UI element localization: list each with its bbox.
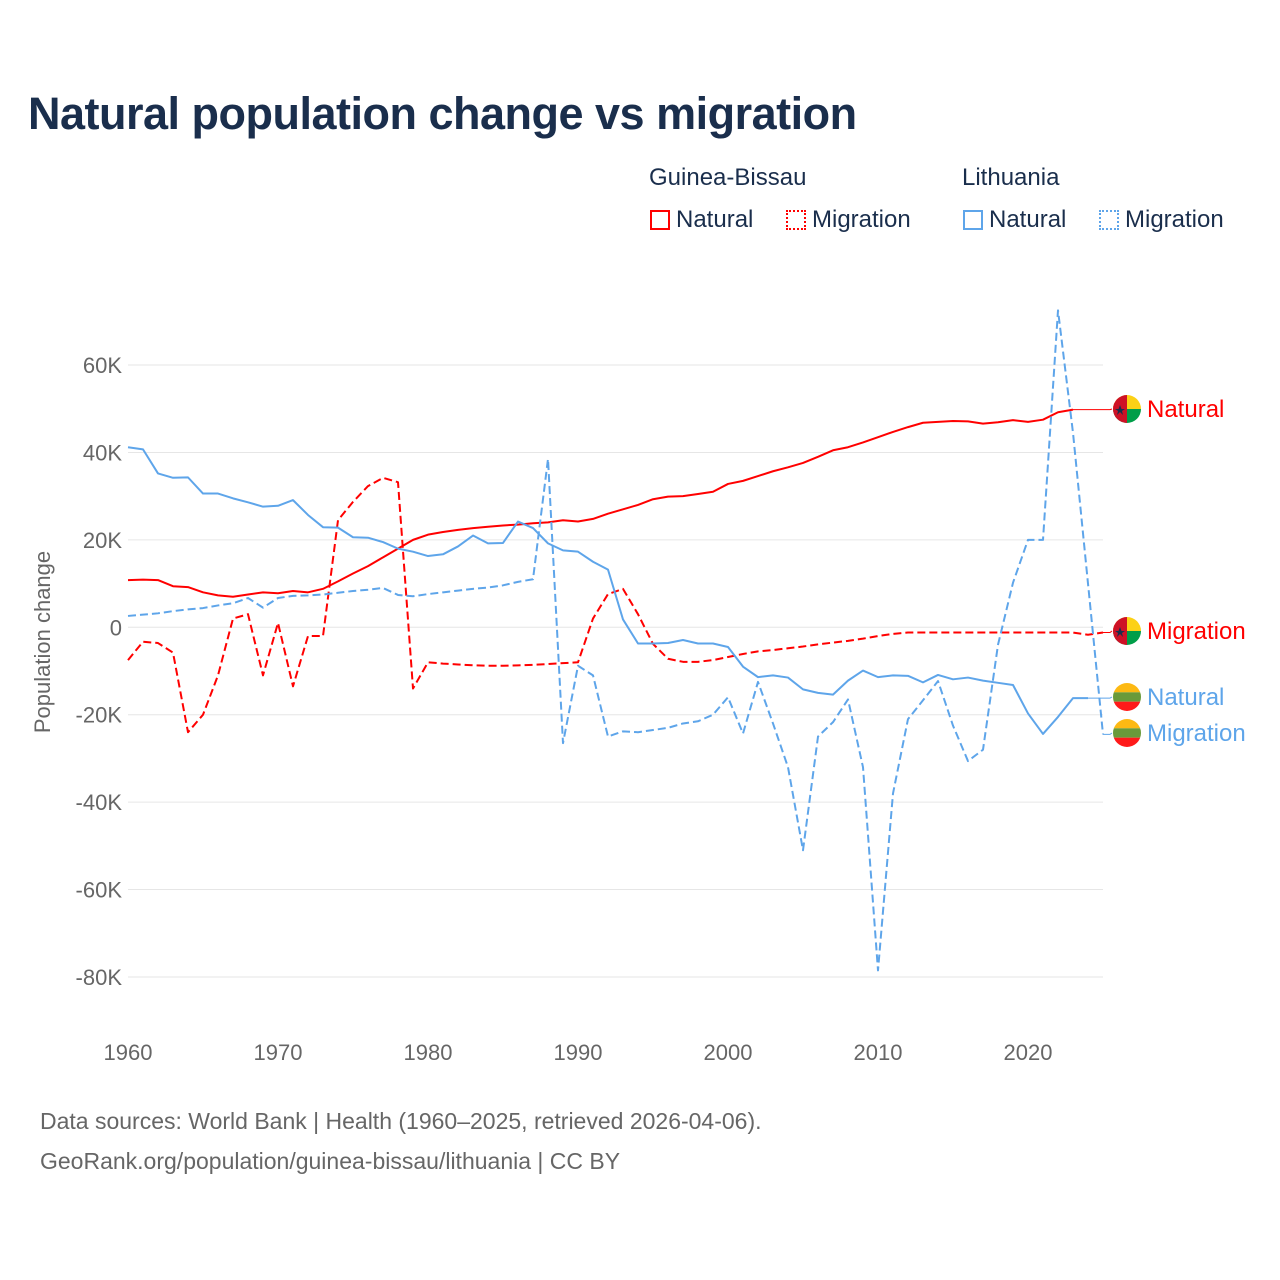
label-connector [1103, 630, 1113, 634]
series-line-guinea-bissau-migration [127, 476, 1104, 734]
y-tick-label: -80K [76, 965, 123, 990]
y-tick-label: 0 [110, 615, 122, 640]
legend-gb-migration[interactable]: Migration [786, 206, 911, 234]
legend-swatch-dotted [1099, 210, 1119, 230]
flag-body [1113, 617, 1141, 645]
legend-label: Natural [676, 206, 754, 233]
x-tick-label: 1990 [554, 1040, 603, 1065]
y-tick-label: 60K [83, 353, 122, 378]
label-connector [1088, 696, 1113, 699]
legend-gb-natural[interactable]: Natural [650, 206, 753, 234]
guinea-bissau-flag-icon [1113, 617, 1141, 645]
y-tick-label: 40K [83, 440, 122, 465]
legend-group-lithuania: Lithuania [962, 164, 1060, 191]
flag-body [1113, 719, 1141, 747]
x-tick-label: 2010 [854, 1040, 903, 1065]
y-tick-label: -20K [76, 703, 123, 728]
flag-yellow [1113, 719, 1141, 729]
lithuania-flag-icon [1113, 683, 1141, 711]
y-tick-label: -40K [76, 790, 123, 815]
flag-red [1113, 737, 1141, 747]
legend-label: Migration [1125, 206, 1224, 233]
series-line-lithuania-migration [127, 309, 1104, 972]
y-tick-label: 20K [83, 528, 122, 553]
legend-lt-migration[interactable]: Migration [1099, 206, 1224, 234]
end-label-lithuania-natural: Natural [1147, 684, 1224, 711]
y-tick-label: -60K [76, 878, 123, 903]
flag-green [1113, 692, 1141, 702]
legend-swatch-solid [650, 210, 670, 230]
legend-lt-natural[interactable]: Natural [963, 206, 1066, 234]
label-connector [1073, 408, 1113, 411]
chart-title: Natural population change vs migration [28, 88, 857, 139]
x-tick-label: 2020 [1004, 1040, 1053, 1065]
flag-red [1113, 701, 1141, 711]
footer-credit: GeoRank.org/population/guinea-bissau/lit… [40, 1148, 621, 1174]
footer-sources: Data sources: World Bank | Health (1960–… [40, 1108, 762, 1134]
flag-body [1113, 683, 1141, 711]
flag-star-icon [1115, 405, 1125, 415]
x-tick-label: 1970 [254, 1040, 303, 1065]
flag-star-icon [1115, 627, 1125, 637]
end-label-guinea-bissau-migration: Migration [1147, 618, 1246, 645]
flag-yellow [1113, 683, 1141, 693]
legend-label: Natural [989, 206, 1067, 233]
x-tick-label: 1960 [104, 1040, 153, 1065]
legend-swatch-solid [963, 210, 983, 230]
x-tick-label: 1980 [404, 1040, 453, 1065]
legend-label: Migration [812, 206, 911, 233]
legend-swatch-dotted [786, 210, 806, 230]
flag-body [1113, 395, 1141, 423]
label-connector [1103, 732, 1113, 735]
series-line-lithuania-natural [127, 446, 1088, 735]
legend-group-guinea-bissau: Guinea-Bissau [649, 164, 807, 191]
end-label-lithuania-migration: Migration [1147, 720, 1246, 747]
x-tick-label: 2000 [704, 1040, 753, 1065]
flag-green [1113, 728, 1141, 738]
end-label-guinea-bissau-natural: Natural [1147, 396, 1224, 423]
lithuania-flag-icon [1113, 719, 1141, 747]
guinea-bissau-flag-icon [1113, 395, 1141, 423]
series-line-guinea-bissau-natural [127, 408, 1074, 598]
y-axis-label: Population change [30, 551, 55, 733]
